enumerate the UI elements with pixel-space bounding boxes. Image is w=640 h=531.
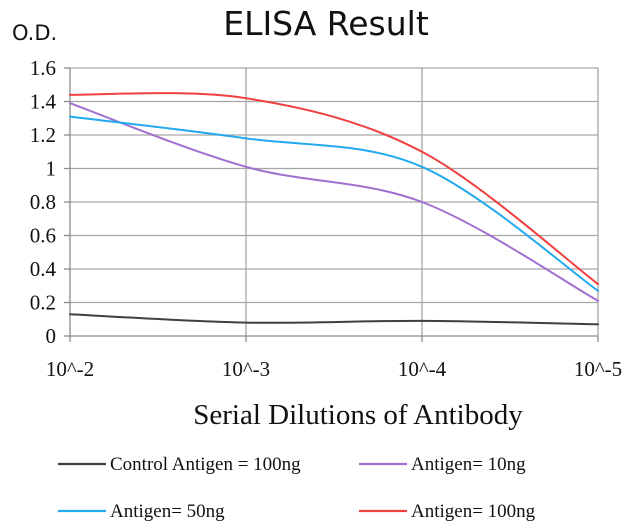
- y-tick-label: 0.8: [30, 190, 56, 214]
- series-lines: [69, 92, 599, 326]
- legend-item: Antigen= 100ng: [359, 501, 536, 522]
- y-tick-label: 1.4: [30, 90, 57, 114]
- x-tick-label: 10^-3: [222, 357, 270, 381]
- series-line-3: [69, 92, 599, 286]
- legend-label: Antigen= 10ng: [411, 454, 526, 475]
- legend-label: Antigen= 50ng: [110, 501, 225, 522]
- grid-lines: [70, 67, 599, 336]
- legend-label: Antigen= 100ng: [411, 501, 536, 522]
- y-tick-label: 1.2: [30, 123, 56, 147]
- x-tick-label: 10^-5: [574, 357, 622, 381]
- legend-item: Control Antigen = 100ng: [58, 454, 301, 475]
- y-tick-label: 0.2: [30, 291, 56, 315]
- y-tick-labels: 0 0.2 0.4 0.6 0.8 1 1.2 1.4 1.6: [30, 56, 57, 348]
- legend-item: Antigen= 50ng: [58, 501, 225, 522]
- series-line-2: [69, 115, 599, 292]
- y-tick-label: 1.6: [30, 56, 56, 80]
- legend-label: Control Antigen = 100ng: [110, 454, 301, 475]
- x-tick-label: 10^-4: [398, 357, 447, 381]
- series-line-0: [69, 313, 599, 326]
- x-tick-label: 10^-2: [46, 357, 94, 381]
- legend: Control Antigen = 100ng Antigen= 10ng Anti…: [58, 454, 536, 522]
- y-tick-label: 1: [46, 157, 57, 181]
- y-tick-label: 0.4: [30, 257, 57, 281]
- y-axis-label: O.D.: [12, 21, 57, 45]
- x-tick-labels: 10^-2 10^-3 10^-4 10^-5: [46, 357, 622, 381]
- y-tick-label: 0.6: [30, 224, 56, 248]
- x-axis-label: Serial Dilutions of Antibody: [193, 399, 523, 431]
- legend-item: Antigen= 10ng: [359, 454, 526, 475]
- y-tick-label: 0: [46, 324, 57, 348]
- axes: [64, 67, 599, 342]
- series-line-1: [69, 102, 599, 302]
- chart-title: ELISA Result: [223, 4, 429, 43]
